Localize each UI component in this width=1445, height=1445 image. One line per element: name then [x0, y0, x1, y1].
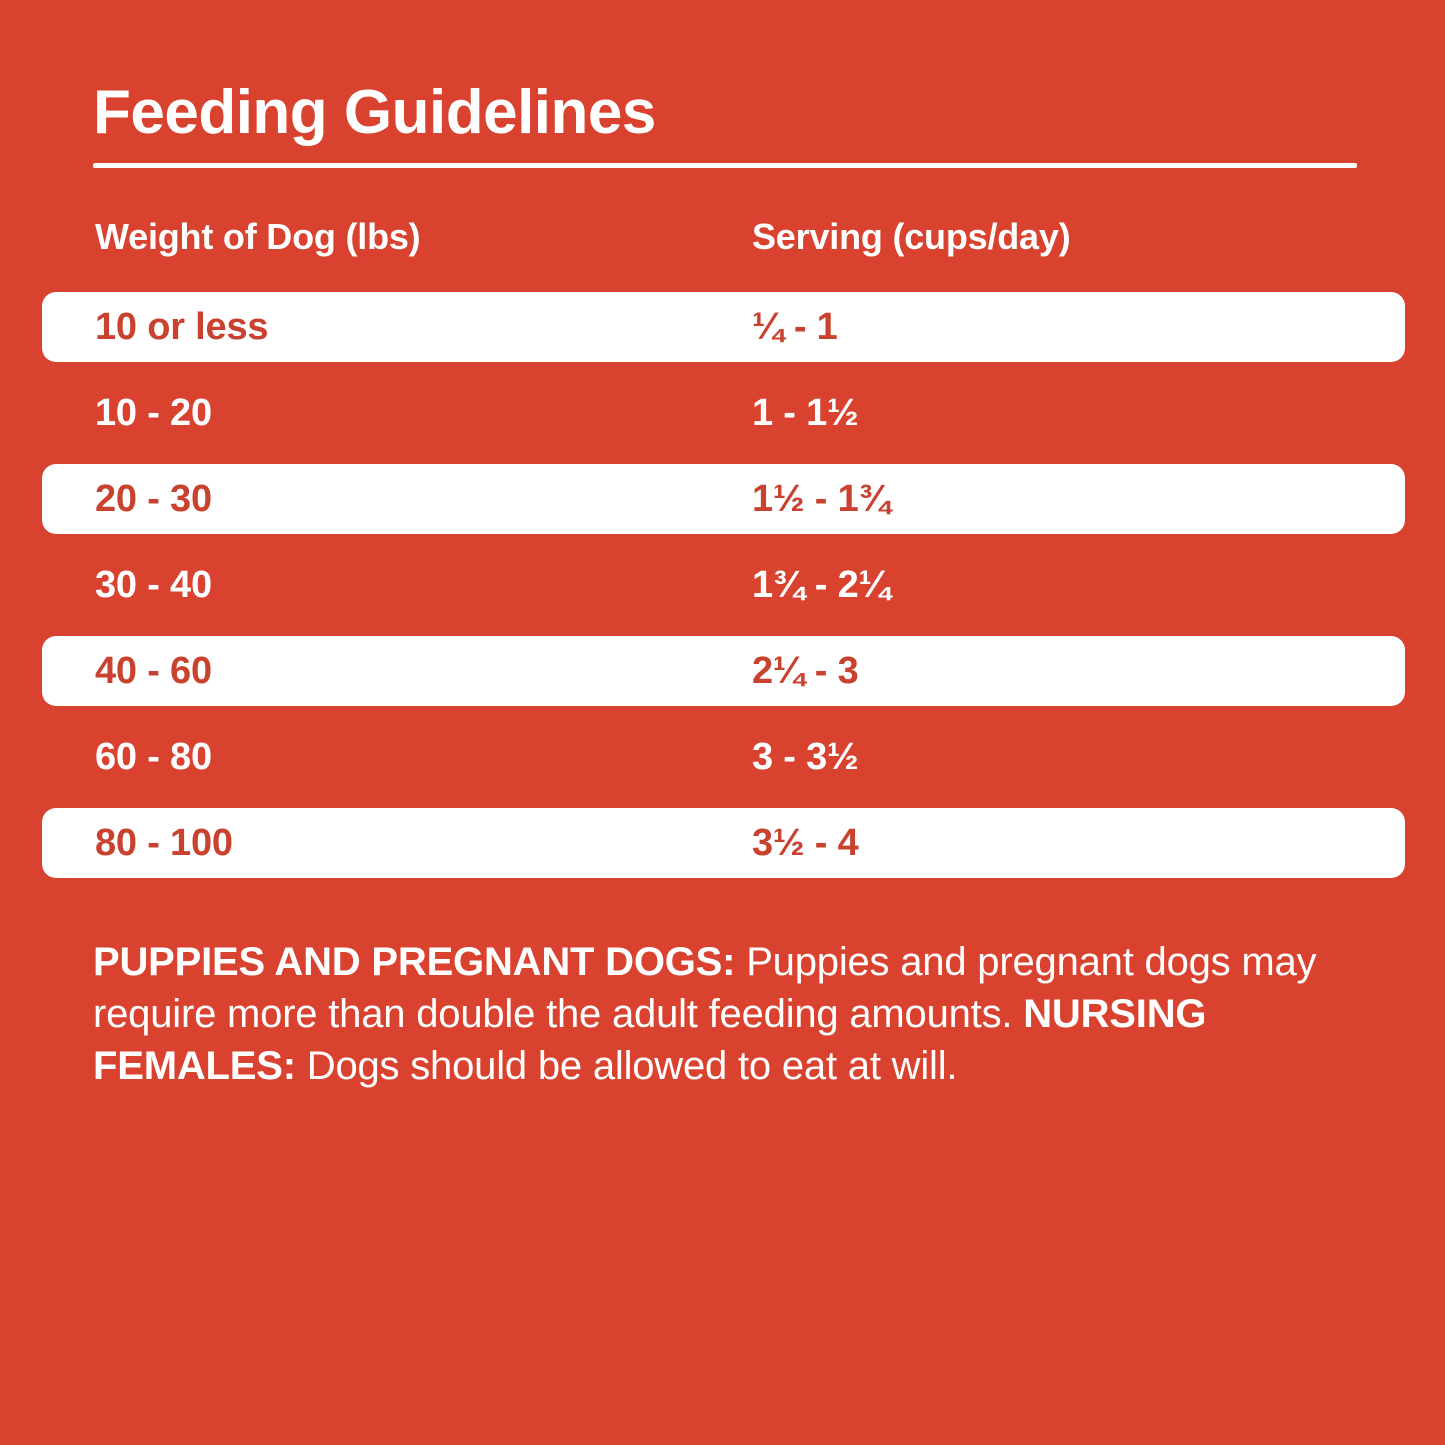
column-header-weight: Weight of Dog (lbs): [95, 216, 421, 257]
table-row: 30 - 40 1¾ - 2¼: [0, 550, 1445, 620]
cell-serving: ¼ - 1: [752, 305, 838, 348]
table-row: 60 - 80 3 - 3½: [0, 722, 1445, 792]
footnote-body-puppies: Puppies and pregnant dogs may require mo…: [93, 940, 1317, 1036]
page-title: Feeding Guidelines: [93, 78, 656, 147]
table-row: 10 or less ¼ - 1: [0, 292, 1445, 362]
cell-serving: 1½ - 1¾: [752, 477, 891, 520]
cell-serving: 3 - 3½: [752, 735, 859, 778]
title-divider: [93, 163, 1357, 168]
cell-weight: 10 - 20: [95, 391, 212, 434]
cell-serving: 1¾ - 2¼: [752, 563, 891, 606]
table-row-background: [42, 808, 1405, 878]
footnote-body-nursing: Dogs should be allowed to eat at will.: [295, 1044, 958, 1088]
table-row-background: [42, 636, 1405, 706]
feeding-table: 10 or less ¼ - 1 10 - 20 1 - 1½ 20 - 30 1½ - …: [0, 292, 1445, 878]
cell-serving: 2¼ - 3: [752, 649, 859, 692]
table-row: 80 - 100 3½ - 4: [0, 808, 1445, 878]
cell-weight: 30 - 40: [95, 563, 212, 606]
table-row: 10 - 20 1 - 1½: [0, 378, 1445, 448]
cell-weight: 40 - 60: [95, 649, 212, 692]
footnote-text: PUPPIES AND PREGNANT DOGS: Puppies and p…: [93, 936, 1373, 1092]
cell-weight: 80 - 100: [95, 821, 233, 864]
column-header-serving: Serving (cups/day): [752, 216, 1071, 257]
cell-weight: 20 - 30: [95, 477, 212, 520]
table-row-background: [42, 464, 1405, 534]
table-row: 40 - 60 2¼ - 3: [0, 636, 1445, 706]
cell-weight: 60 - 80: [95, 735, 212, 778]
cell-weight: 10 or less: [95, 305, 269, 348]
table-header: Weight of Dog (lbs) Serving (cups/day): [0, 214, 1445, 264]
cell-serving: 1 - 1½: [752, 391, 859, 434]
table-row: 20 - 30 1½ - 1¾: [0, 464, 1445, 534]
footnote-lead-nursing: NURSING FEMALES:: [93, 992, 1207, 1088]
table-row-background: [42, 292, 1405, 362]
cell-serving: 3½ - 4: [752, 821, 859, 864]
table-row-background: [42, 378, 1405, 448]
footnote-lead-puppies: PUPPIES AND PREGNANT DOGS:: [93, 940, 736, 984]
table-row-background: [42, 550, 1405, 620]
table-row-background: [42, 722, 1405, 792]
